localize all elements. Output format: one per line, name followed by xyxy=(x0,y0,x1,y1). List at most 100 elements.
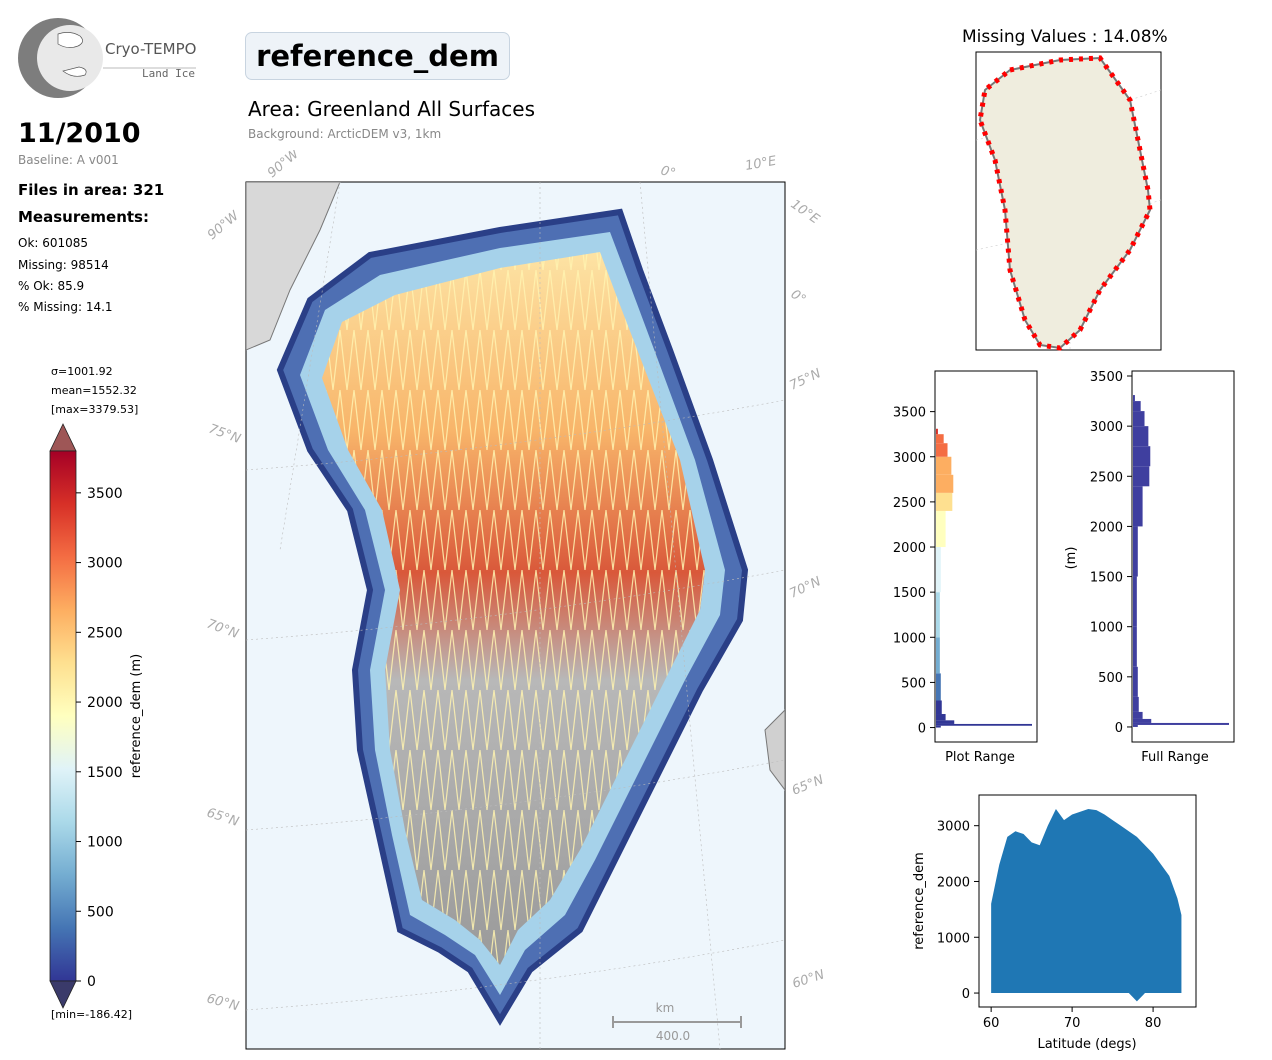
colorbar-tick-label: 2000 xyxy=(87,695,123,711)
hist-ytick-label: 1000 xyxy=(893,631,926,646)
histogram-bar xyxy=(1133,724,1138,727)
hist-ytick-label: 2500 xyxy=(1090,470,1123,485)
histogram-bar xyxy=(1133,626,1137,667)
histogram-bar xyxy=(936,492,953,511)
histogram-bar xyxy=(936,428,938,435)
lat-label-left-70: 70°N xyxy=(205,617,241,642)
histogram-bar xyxy=(936,474,954,493)
scale-bar-value: 400.0 xyxy=(656,1029,690,1043)
stat-missing: Missing: 98514 xyxy=(18,258,109,272)
colorbar-tick-label: 3500 xyxy=(87,486,123,502)
histogram-bar xyxy=(936,673,941,701)
hist-ytick-label: 2000 xyxy=(893,541,926,556)
histogram-bar xyxy=(1133,395,1135,402)
colorbar-tick-label: 2500 xyxy=(87,625,123,641)
scale-bar-unit: km xyxy=(656,1001,675,1015)
canada-land xyxy=(246,182,341,351)
histogram-bar xyxy=(1133,401,1141,412)
scatter-ytick-label: 1000 xyxy=(937,931,970,946)
histogram-bar xyxy=(1133,466,1150,487)
scatter-xlabel: Latitude (degs) xyxy=(1037,1037,1136,1052)
hist-full-ylabel: (m) xyxy=(1064,547,1079,570)
histogram-bar xyxy=(1133,718,1152,723)
scale-bar xyxy=(612,1016,742,1028)
lon-label-right-0: 0° xyxy=(788,287,809,308)
scatter-ytick-label: 2000 xyxy=(937,875,970,890)
histogram-bar xyxy=(936,456,952,475)
histogram-bar xyxy=(936,700,942,715)
colorbar-bar xyxy=(49,450,77,982)
hist-ytick-label: 3500 xyxy=(1090,370,1123,385)
colorbar-label: reference_dem (m) xyxy=(129,654,144,778)
scatter-ylabel: reference_dem xyxy=(912,852,927,950)
lon-label-left-90w: 90°W xyxy=(205,208,243,243)
colorbar-tick-label: 0 xyxy=(87,974,96,990)
hist-ytick-label: 3000 xyxy=(893,451,926,466)
logo-name: Cryo-TEMPO xyxy=(105,40,197,58)
colorbar-min: [min=-186.42] xyxy=(51,1008,133,1021)
hist-ytick-label: 2000 xyxy=(1090,520,1123,535)
missing-values-map xyxy=(975,51,1162,351)
lon-label-top-90w: 90°W xyxy=(265,150,303,181)
missing-title: Missing Values : 14.08% xyxy=(962,27,1168,47)
area-subtitle: Area: Greenland All Surfaces xyxy=(248,97,535,121)
histogram-bar xyxy=(1133,696,1139,712)
missing-points xyxy=(977,55,1153,351)
histogram-bar xyxy=(1133,711,1143,719)
scatter-xtick-label: 70 xyxy=(1064,1016,1081,1031)
scatter-xtick-label: 80 xyxy=(1145,1016,1162,1031)
lat-label-left-75: 75°N xyxy=(207,422,243,447)
hist-ytick-label: 0 xyxy=(918,722,926,737)
histogram-bar xyxy=(1133,526,1138,577)
hist-ytick-label: 0 xyxy=(1115,721,1123,736)
lat-label-left-60: 60°N xyxy=(205,991,241,1014)
colorbar-tick-label: 1500 xyxy=(87,765,123,781)
hist-ytick-label: 1500 xyxy=(893,586,926,601)
map-title: reference_dem xyxy=(245,32,510,80)
histogram-bar xyxy=(936,725,941,728)
hist-ytick-label: 1000 xyxy=(1090,621,1123,636)
colorbar-max: [max=3379.53] xyxy=(51,403,139,416)
lat-label-right-60: 60°N xyxy=(791,967,827,991)
histogram-bar xyxy=(936,510,946,548)
hist-full-xlabel: Full Range xyxy=(1141,750,1209,765)
colorbar: 0 500 1000 1500 2000 2500 3000 3500 reference_d… xyxy=(49,423,144,1009)
hist-plot-frame xyxy=(934,370,1038,743)
scatter-xtick-label: 60 xyxy=(983,1016,1000,1031)
colorbar-under-triangle xyxy=(49,980,77,1009)
histogram-bar xyxy=(936,547,941,593)
scatter-ytick-label: 3000 xyxy=(937,820,970,835)
histogram-bar xyxy=(1133,666,1138,697)
colorbar-tick-label: 3000 xyxy=(87,556,123,572)
histogram-bar xyxy=(1133,446,1151,467)
colorbar-sigma: σ=1001.92 xyxy=(51,365,113,378)
histogram-bar xyxy=(936,714,946,721)
histogram-bar xyxy=(936,434,944,444)
lon-label-top-10e: 10°E xyxy=(744,154,778,174)
scatter-ytick-label: 0 xyxy=(962,987,970,1002)
logo-subtitle: Land Ice xyxy=(142,67,195,80)
scatter-points xyxy=(991,808,1182,1002)
lat-label-left-65: 65°N xyxy=(205,806,241,830)
histogram-bar xyxy=(936,637,940,674)
date-heading: 11/2010 xyxy=(18,118,141,149)
histogram-bar xyxy=(1133,426,1149,447)
histogram-bar xyxy=(936,720,955,724)
histogram-bar xyxy=(1133,486,1143,527)
lat-label-right-75: 75°N xyxy=(787,366,823,394)
lon-label-right-10e: 10°E xyxy=(788,197,823,228)
histogram-bar xyxy=(936,443,948,457)
colorbar-mean: mean=1552.32 xyxy=(51,384,137,397)
baseline-text: Baseline: A v001 xyxy=(18,153,119,167)
colorbar-over-triangle xyxy=(49,423,77,452)
stat-ok: Ok: 601085 xyxy=(18,236,89,250)
hist-ytick-label: 500 xyxy=(1098,671,1123,686)
hist-ytick-label: 2500 xyxy=(893,496,926,511)
hist-plot-xlabel: Plot Range xyxy=(945,750,1015,765)
files-count: Files in area: 321 xyxy=(18,181,165,199)
stat-percent-missing: % Missing: 14.1 xyxy=(18,300,113,314)
hist-ytick-label: 3500 xyxy=(893,406,926,421)
stat-percent-ok: % Ok: 85.9 xyxy=(18,279,85,293)
hist-ytick-label: 3000 xyxy=(1090,420,1123,435)
